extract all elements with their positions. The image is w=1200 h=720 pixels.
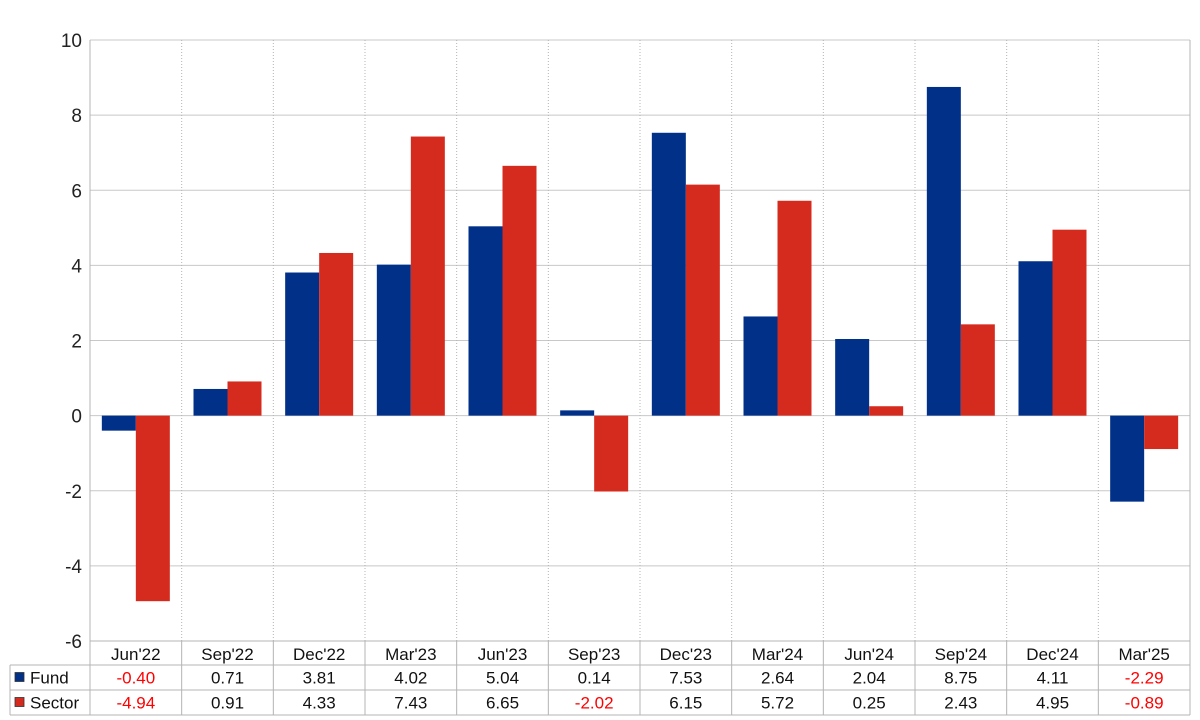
- bar-fund: [468, 226, 503, 416]
- data-label-fund: 0.14: [578, 669, 611, 688]
- bar-sector: [1144, 415, 1179, 450]
- bar-sector: [410, 136, 445, 416]
- y-tick-label: -4: [65, 557, 82, 578]
- x-tick-label: Jun'22: [111, 645, 161, 664]
- legend-swatch-fund: [14, 672, 25, 682]
- y-tick-label: 10: [61, 31, 82, 52]
- bar-fund: [835, 338, 870, 416]
- data-label-sector: -0.89: [1125, 694, 1164, 713]
- y-tick-label: 2: [71, 332, 82, 353]
- bar-fund: [926, 86, 961, 416]
- data-label-fund: 4.02: [394, 669, 427, 688]
- data-label-sector: -2.02: [575, 694, 614, 713]
- y-tick-label: 6: [71, 181, 82, 202]
- data-label-fund: 4.11: [1037, 669, 1069, 688]
- x-tick-label: Mar'24: [752, 645, 803, 664]
- y-tick-label: 0: [71, 407, 82, 428]
- bar-sector: [594, 415, 629, 492]
- x-tick-label: Sep'24: [935, 645, 987, 664]
- data-label-fund: 2.04: [853, 669, 886, 688]
- data-label-sector: 0.25: [853, 694, 886, 713]
- x-tick-label: Dec'22: [293, 645, 345, 664]
- legend-label-sector: Sector: [30, 694, 79, 713]
- data-label-sector: 6.65: [486, 694, 519, 713]
- data-label-fund: 8.75: [944, 669, 977, 688]
- data-label-sector: 4.95: [1036, 694, 1069, 713]
- bar-fund: [743, 316, 778, 416]
- data-label-sector: 7.43: [394, 694, 427, 713]
- data-label-fund: -2.29: [1125, 669, 1164, 688]
- data-label-fund: 3.81: [303, 669, 336, 688]
- bars: [101, 86, 1179, 602]
- bar-sector: [960, 324, 995, 416]
- x-tick-label: Sep'22: [201, 645, 253, 664]
- y-tick-label: -2: [65, 482, 82, 503]
- x-tick-label: Jun'24: [844, 645, 894, 664]
- bar-sector: [777, 200, 812, 416]
- data-label-sector: 6.15: [669, 694, 702, 713]
- bar-fund: [285, 272, 320, 416]
- data-label-fund: 7.53: [669, 669, 702, 688]
- bar-fund: [101, 415, 136, 431]
- x-tick-label: Jun'23: [478, 645, 528, 664]
- y-tick-label: 4: [71, 256, 82, 277]
- y-axis: -6 -4 -2 0 2 4 6 8 10: [61, 31, 83, 653]
- data-label-sector: 4.33: [303, 694, 336, 713]
- data-label-sector: 0.91: [211, 694, 244, 713]
- x-tick-label: Mar'25: [1118, 645, 1169, 664]
- legend-swatch-sector: [14, 697, 25, 707]
- data-label-sector: 5.72: [761, 694, 794, 713]
- bar-sector: [502, 165, 537, 416]
- data-label-sector: 2.43: [944, 694, 977, 713]
- bar-fund: [560, 410, 595, 416]
- x-tick-label: Sep'23: [568, 645, 620, 664]
- x-tick-label: Mar'23: [385, 645, 436, 664]
- bar-sector: [319, 252, 354, 416]
- bar-sector: [227, 381, 262, 416]
- y-tick-label: 8: [71, 106, 82, 127]
- bar-fund: [193, 388, 228, 416]
- bar-sector: [869, 406, 904, 416]
- data-label-fund: 5.04: [486, 669, 519, 688]
- bar-sector: [135, 415, 170, 602]
- data-label-fund: 0.71: [211, 669, 244, 688]
- data-label-fund: -0.40: [116, 669, 155, 688]
- bar-sector: [1052, 229, 1087, 416]
- grid: [89, 39, 1191, 715]
- data-table: Fund -0.40 0.71 3.81 4.02 5.04 0.14 7.53 2.64 2.0…: [9, 640, 1190, 716]
- data-label-fund: 2.64: [761, 669, 794, 688]
- bar-fund: [376, 264, 411, 416]
- legend-label-fund: Fund: [30, 669, 69, 688]
- x-tick-label: Dec'24: [1026, 645, 1078, 664]
- data-label-sector: -4.94: [116, 694, 155, 713]
- y-tick-label: -6: [65, 632, 82, 653]
- bar-sector: [685, 184, 720, 416]
- bar-fund: [1110, 415, 1145, 502]
- x-tick-label: Dec'23: [660, 645, 712, 664]
- x-axis: Jun'22 Sep'22 Dec'22 Mar'23 Jun'23 Sep'23 Dec'…: [111, 645, 1170, 664]
- bar-fund: [1018, 261, 1053, 416]
- bar-fund: [651, 132, 686, 416]
